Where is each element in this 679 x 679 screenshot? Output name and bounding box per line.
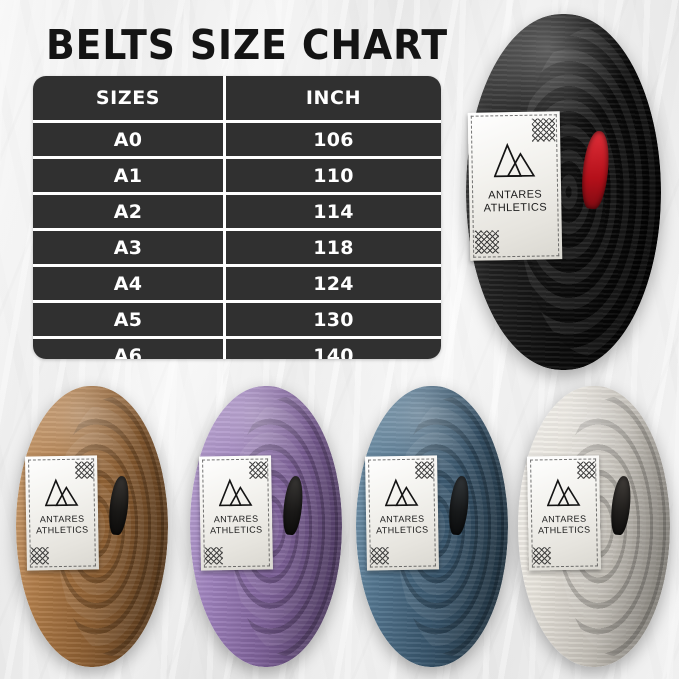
column-header-inch: INCH xyxy=(226,76,441,120)
size-chart-table: SIZES INCH A0 106 A1 110 A2 114 A3 118 A… xyxy=(33,76,441,359)
label-zigzag-stitch xyxy=(74,461,94,479)
table-row: A5 130 xyxy=(33,303,441,336)
table-row: A3 118 xyxy=(33,231,441,264)
brand-name-line2: ATHLETICS xyxy=(35,524,89,536)
table-row: A2 114 xyxy=(33,195,441,228)
cell-inch: 106 xyxy=(226,123,441,156)
page-title: BELTS SIZE CHART xyxy=(46,21,449,69)
cell-size: A4 xyxy=(33,267,223,300)
label-zigzag-stitch xyxy=(531,118,556,142)
cell-size: A2 xyxy=(33,195,223,228)
brand-label: ANTARES ATHLETICS xyxy=(199,455,273,571)
brand-label: ANTARES ATHLETICS xyxy=(527,455,601,571)
label-zigzag-stitch xyxy=(248,461,268,479)
antares-logo-icon xyxy=(468,141,561,183)
belt-photo-brown: ANTARES ATHLETICS xyxy=(16,386,168,667)
table-row: A4 124 xyxy=(33,267,441,300)
cell-inch: 110 xyxy=(226,159,441,192)
cell-inch: 124 xyxy=(226,267,441,300)
label-zigzag-stitch xyxy=(370,547,390,565)
brand-name-line2: ATHLETICS xyxy=(375,524,429,536)
table-row: A6 140 xyxy=(33,339,441,359)
brand-name-line1: ANTARES xyxy=(213,513,259,525)
cell-inch: 130 xyxy=(226,303,441,336)
label-zigzag-stitch xyxy=(576,461,596,479)
antares-logo-icon xyxy=(365,477,438,510)
cell-inch: 114 xyxy=(226,195,441,228)
table-row: A1 110 xyxy=(33,159,441,192)
table-header-row: SIZES INCH xyxy=(33,76,441,120)
belt-photo-purple: ANTARES ATHLETICS xyxy=(190,386,342,667)
brand-label: ANTARES ATHLETICS xyxy=(25,455,99,571)
antares-logo-icon xyxy=(25,477,98,510)
brand-name-line1: ANTARES xyxy=(541,513,587,525)
belt-photo-blue: ANTARES ATHLETICS xyxy=(356,386,508,667)
cell-inch: 118 xyxy=(226,231,441,264)
label-zigzag-stitch xyxy=(532,547,552,565)
cell-size: A0 xyxy=(33,123,223,156)
label-zigzag-stitch xyxy=(30,547,50,565)
brand-name-line2: ATHLETICS xyxy=(483,201,548,215)
cell-size: A3 xyxy=(33,231,223,264)
brand-name-line2: ATHLETICS xyxy=(537,524,591,536)
brand-label: ANTARES ATHLETICS xyxy=(365,455,439,571)
brand-name-line1: ANTARES xyxy=(379,513,425,525)
label-zigzag-stitch xyxy=(204,547,224,565)
antares-logo-icon xyxy=(199,477,272,510)
table-row: A0 106 xyxy=(33,123,441,156)
antares-logo-icon xyxy=(527,477,600,510)
cell-inch: 140 xyxy=(226,339,441,359)
brand-name-line2: ATHLETICS xyxy=(209,524,263,536)
belt-photo-black: ANTARES ATHLETICS xyxy=(466,14,661,370)
brand-name-line1: ANTARES xyxy=(488,188,543,202)
cell-size: A5 xyxy=(33,303,223,336)
label-zigzag-stitch xyxy=(474,230,499,254)
label-zigzag-stitch xyxy=(414,461,434,479)
cell-size: A6 xyxy=(33,339,223,359)
column-header-sizes: SIZES xyxy=(33,76,223,120)
belt-photo-white: ANTARES ATHLETICS xyxy=(518,386,670,667)
brand-label: ANTARES ATHLETICS xyxy=(467,111,563,261)
cell-size: A1 xyxy=(33,159,223,192)
brand-name-line1: ANTARES xyxy=(39,513,85,525)
